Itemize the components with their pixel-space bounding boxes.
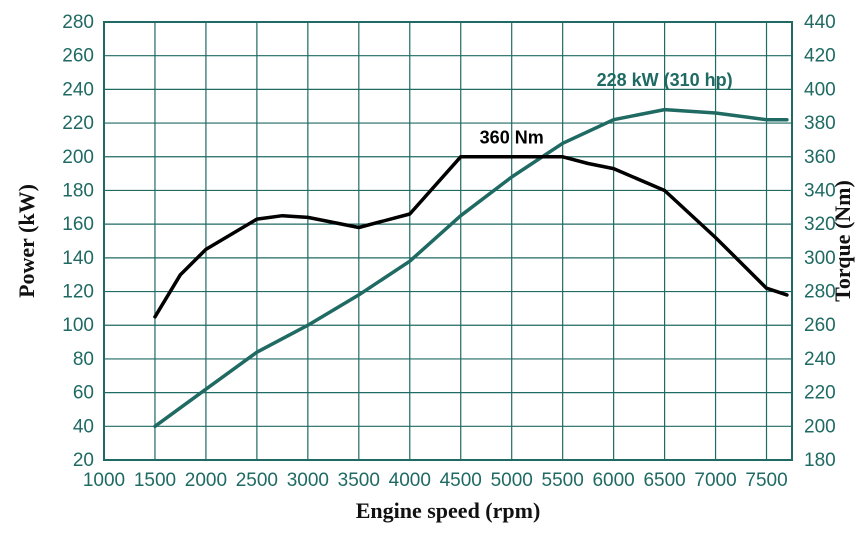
y-left-tick-label: 280: [62, 12, 94, 33]
x-tick-label: 5500: [542, 470, 584, 491]
x-tick-label: 1500: [134, 470, 176, 491]
y-left-tick-label: 160: [62, 214, 94, 235]
y-right-tick-label: 200: [804, 416, 836, 437]
x-tick-label: 6500: [643, 470, 685, 491]
x-tick-label: 3000: [287, 470, 329, 491]
y-right-axis-title: Torque (Nm): [830, 180, 855, 302]
x-tick-label: 5000: [491, 470, 533, 491]
chart-container: 1000 1500 2000 2500 3000 3500 4000 4500 5000 5500…: [0, 0, 864, 551]
y-left-tick-label: 200: [62, 147, 94, 168]
y-right-tick-label: 240: [804, 349, 836, 370]
y-left-tick-label: 100: [62, 315, 94, 336]
x-tick-label: 7500: [745, 470, 787, 491]
y-left-tick-label: 180: [62, 180, 94, 201]
x-tick-label: 3500: [338, 470, 380, 491]
x-tick-label: 2000: [185, 470, 227, 491]
y-right-tick-label: 220: [804, 383, 836, 404]
y-right-tick-label: 420: [804, 46, 836, 67]
x-tick-label: 6000: [592, 470, 634, 491]
y-left-tick-label: 260: [62, 46, 94, 67]
x-tick-label: 4000: [389, 470, 431, 491]
y-left-tick-label: 120: [62, 282, 94, 303]
y-right-tick-label: 360: [804, 147, 836, 168]
y-right-tick-label: 260: [804, 315, 836, 336]
y-left-axis-title: Power (kW): [14, 184, 39, 298]
y-left-tick-label: 20: [73, 450, 94, 471]
y-left-tick-label: 220: [62, 113, 94, 134]
y-left-tick-label: 40: [73, 416, 94, 437]
y-right-tick-label: 380: [804, 113, 836, 134]
x-axis-title: Engine speed (rpm): [356, 498, 541, 523]
y-left-tick-label: 140: [62, 248, 94, 269]
y-left-tick-label: 60: [73, 383, 94, 404]
y-left-tick-label: 240: [62, 79, 94, 100]
y-right-tick-label: 440: [804, 12, 836, 33]
x-tick-label: 2500: [236, 470, 278, 491]
power-peak-annotation: 228 kW (310 hp): [597, 70, 733, 90]
y-right-tick-label: 400: [804, 79, 836, 100]
x-tick-label: 1000: [83, 470, 125, 491]
x-tick-label: 7000: [694, 470, 736, 491]
chart-svg: 1000 1500 2000 2500 3000 3500 4000 4500 5000 5500…: [0, 0, 864, 551]
y-left-tick-label: 80: [73, 349, 94, 370]
x-tick-label: 4500: [440, 470, 482, 491]
y-right-tick-label: 180: [804, 450, 836, 471]
torque-peak-annotation: 360 Nm: [480, 127, 544, 147]
